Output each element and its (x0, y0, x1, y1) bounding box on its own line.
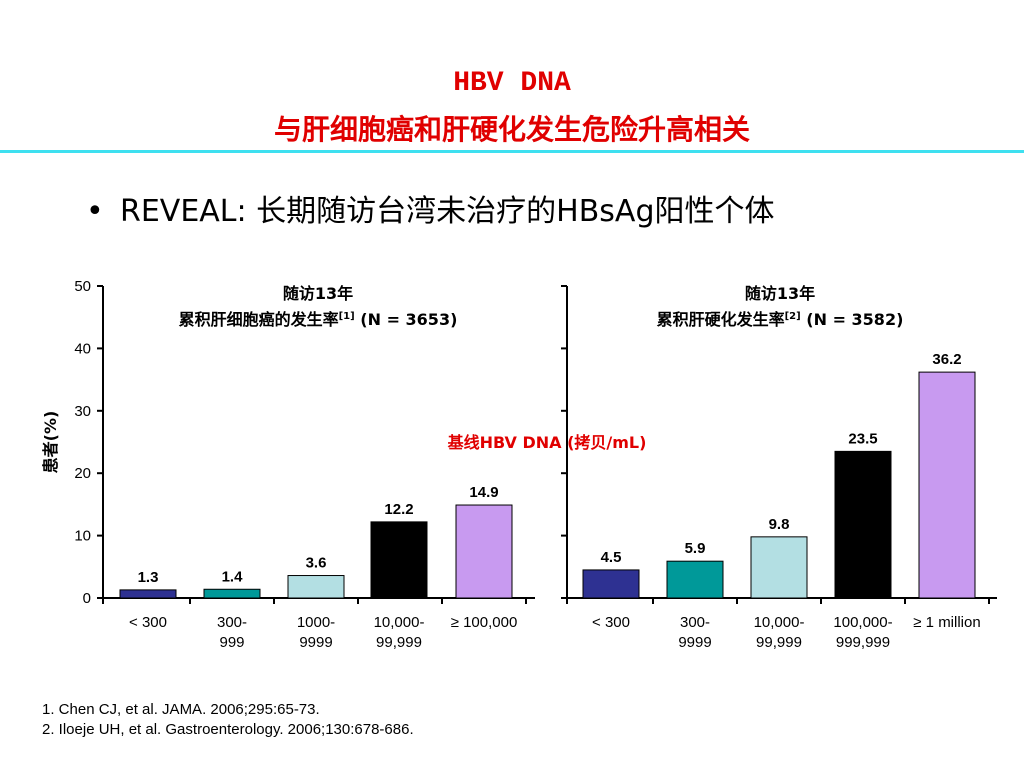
slide-title-line1: HBV DNA (453, 68, 571, 99)
bar-value-label: 1.3 (138, 569, 159, 586)
panel-title-line1: 随访13年 (745, 284, 815, 303)
bar-1-2 (203, 588, 261, 599)
bar-2-5 (918, 371, 976, 599)
x-axis-annotation: 基线HBV DNA (拷贝/mL) (447, 433, 647, 452)
bar-value-label: 14.9 (469, 484, 498, 501)
x-category-label: 300- (217, 614, 247, 631)
x-category-label: 300- (680, 614, 710, 631)
x-category-label: 999 (219, 634, 244, 651)
bar-value-label: 1.4 (222, 568, 244, 585)
slide-title-line2: 与肝细胞癌和肝硬化发生危险升高相关 (273, 113, 750, 146)
panel-title-ref: [2] (785, 311, 801, 322)
bar-value-label: 9.8 (769, 516, 790, 533)
references: 1. Chen CJ, et al. JAMA. 2006;295:65-73.… (42, 700, 414, 740)
bar-2-1 (582, 569, 640, 599)
bar-1-3 (287, 575, 345, 599)
y-tick-label: 30 (74, 403, 91, 420)
x-category-label: < 300 (592, 614, 630, 631)
bullet-item: • REVEAL: 长期随访台湾未治疗的HBsAg阳性个体 (86, 192, 775, 232)
x-category-label: 9999 (678, 634, 711, 651)
x-category-label: 10,000- (754, 614, 805, 631)
y-tick-label: 20 (74, 465, 91, 482)
y-tick-label: 10 (74, 528, 91, 545)
y-tick-label: 50 (74, 278, 91, 295)
bar-value-label: 4.5 (601, 549, 622, 566)
reference-1: 1. Chen CJ, et al. JAMA. 2006;295:65-73. (42, 701, 320, 718)
bullet-text: REVEAL: 长期随访台湾未治疗的HBsAg阳性个体 (120, 194, 775, 229)
y-tick-label: 40 (74, 340, 91, 357)
y-tick-label: 0 (83, 590, 91, 607)
bar-value-label: 12.2 (384, 501, 413, 518)
x-category-label: ≥ 1 million (913, 614, 980, 631)
panel-title-n: (N = 3582) (801, 310, 904, 329)
bullet-dot-icon: • (86, 194, 104, 229)
bar-value-label: 5.9 (685, 540, 706, 557)
reference-2: 2. Iloeje UH, et al. Gastroenterology. 2… (42, 721, 414, 738)
x-category-label: 9999 (299, 634, 332, 651)
x-category-label: 999,999 (836, 634, 890, 651)
title-divider (0, 150, 1024, 153)
panel-title-n: (N = 3653) (355, 310, 458, 329)
panel-title-line1: 随访13年 (283, 284, 353, 303)
panel-title-line2: 累积肝硬化发生率[2] (N = 3582) (657, 310, 904, 329)
bar-2-4 (834, 450, 892, 599)
x-category-label: 1000- (297, 614, 335, 631)
panel-title-text: 累积肝细胞癌的发生率 (179, 310, 339, 329)
bar-1-5 (455, 504, 513, 599)
bar-value-label: 3.6 (306, 555, 327, 572)
x-category-label: 100,000- (833, 614, 892, 631)
bar-value-label: 36.2 (932, 351, 961, 368)
bar-value-label: 23.5 (848, 430, 877, 447)
x-category-label: ≥ 100,000 (451, 614, 518, 631)
y-axis-label: 患者(%) (41, 411, 60, 474)
bar-1-4 (370, 521, 428, 599)
panel-title-ref: [1] (339, 311, 355, 322)
x-category-label: 99,999 (756, 634, 802, 651)
x-category-label: 99,999 (376, 634, 422, 651)
bar-2-2 (666, 560, 724, 599)
x-category-label: 10,000- (374, 614, 425, 631)
panel-title-line2: 累积肝细胞癌的发生率[1] (N = 3653) (179, 310, 458, 329)
bar-2-3 (750, 536, 808, 599)
panel-title-text: 累积肝硬化发生率 (657, 310, 785, 329)
x-category-label: < 300 (129, 614, 167, 631)
bar-1-1 (119, 589, 177, 599)
